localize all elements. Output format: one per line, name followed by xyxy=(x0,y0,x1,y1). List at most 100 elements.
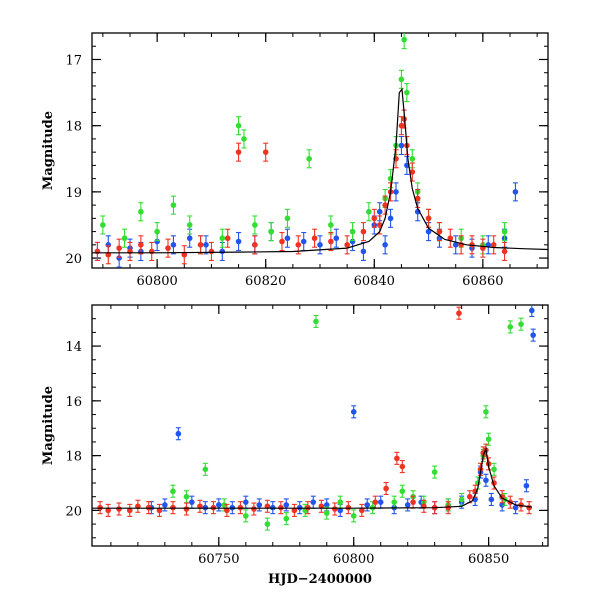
data-point xyxy=(377,499,384,505)
data-point xyxy=(189,499,195,505)
data-point xyxy=(291,507,298,514)
x-tick-label: 60850 xyxy=(468,552,509,567)
data-point xyxy=(306,155,312,162)
data-point xyxy=(256,502,263,508)
data-point xyxy=(376,208,383,215)
data-point xyxy=(252,242,258,248)
data-point xyxy=(491,466,497,473)
data-point xyxy=(186,235,193,242)
data-point xyxy=(181,251,188,258)
y-tick-label: 16 xyxy=(65,395,82,410)
data-point xyxy=(170,488,176,495)
data-point xyxy=(425,228,432,235)
data-point xyxy=(156,507,163,514)
data-point xyxy=(431,469,438,475)
data-point xyxy=(445,504,451,511)
data-point xyxy=(170,242,177,248)
data-point xyxy=(456,310,462,317)
data-point xyxy=(138,242,144,248)
data-point xyxy=(394,455,400,462)
data-point xyxy=(251,506,257,512)
data-point xyxy=(501,228,508,235)
data-point xyxy=(116,506,122,512)
data-point xyxy=(409,169,416,175)
data-point xyxy=(310,499,317,505)
data-point xyxy=(94,248,101,255)
data-point xyxy=(452,242,459,248)
data-point xyxy=(148,248,155,255)
data-point xyxy=(221,502,228,508)
data-point xyxy=(208,248,215,255)
data-point xyxy=(350,409,357,415)
data-point xyxy=(202,466,209,473)
data-point xyxy=(242,499,249,505)
x-tick-label: 60750 xyxy=(198,552,239,567)
data-point xyxy=(483,409,489,415)
data-point xyxy=(224,507,230,514)
data-point xyxy=(242,513,249,519)
data-point xyxy=(224,235,231,242)
data-point xyxy=(219,235,226,242)
data-point xyxy=(512,504,519,511)
data-point xyxy=(404,89,410,96)
data-point xyxy=(409,155,416,162)
data-point xyxy=(183,493,190,500)
x-tick-label: 60860 xyxy=(462,274,503,289)
data-point xyxy=(376,222,383,228)
data-point xyxy=(154,228,160,235)
data-point xyxy=(499,502,505,508)
data-point xyxy=(333,235,340,242)
y-tick-label: 14 xyxy=(65,340,82,355)
data-point xyxy=(127,248,133,255)
data-point xyxy=(382,242,388,248)
data-point xyxy=(170,202,177,208)
data-point xyxy=(344,242,350,248)
data-point xyxy=(483,477,489,484)
data-point xyxy=(410,499,416,505)
x-tick-label: 60840 xyxy=(354,274,395,289)
x-tick-label: 60800 xyxy=(333,552,374,567)
data-point xyxy=(311,235,318,242)
data-point xyxy=(436,228,443,235)
data-point xyxy=(203,242,209,248)
plot-frame xyxy=(91,304,549,547)
data-point xyxy=(387,215,394,222)
data-point xyxy=(360,248,367,255)
data-point xyxy=(241,136,247,142)
data-point xyxy=(323,510,330,516)
data-point xyxy=(466,493,473,500)
data-point xyxy=(359,507,365,514)
data-point xyxy=(328,222,334,228)
data-point xyxy=(349,228,356,235)
data-point xyxy=(518,321,524,327)
x-tick-label: 60800 xyxy=(136,274,177,289)
data-point xyxy=(175,430,182,437)
data-point xyxy=(507,324,514,330)
data-point xyxy=(401,36,407,43)
data-point xyxy=(332,506,338,512)
data-point xyxy=(383,485,389,492)
data-point xyxy=(283,515,290,522)
data-point xyxy=(360,228,367,235)
y-axis-title: Magnitude xyxy=(41,111,56,190)
model-curve xyxy=(92,446,532,509)
data-point xyxy=(393,189,399,195)
data-point xyxy=(371,215,378,222)
data-point xyxy=(501,248,508,255)
data-point xyxy=(262,149,269,155)
data-point xyxy=(279,238,285,245)
data-point xyxy=(295,242,302,248)
data-point xyxy=(447,235,454,242)
model-curve xyxy=(92,87,548,254)
data-point xyxy=(268,228,274,235)
data-point xyxy=(398,122,405,129)
data-point xyxy=(235,122,242,129)
y-tick-label: 20 xyxy=(65,252,82,267)
data-point xyxy=(162,502,168,508)
y-tick-label: 20 xyxy=(65,504,82,519)
data-point xyxy=(284,235,291,242)
data-point xyxy=(337,507,344,514)
data-point xyxy=(399,488,406,495)
data-point xyxy=(523,482,530,489)
data-point xyxy=(485,436,492,442)
